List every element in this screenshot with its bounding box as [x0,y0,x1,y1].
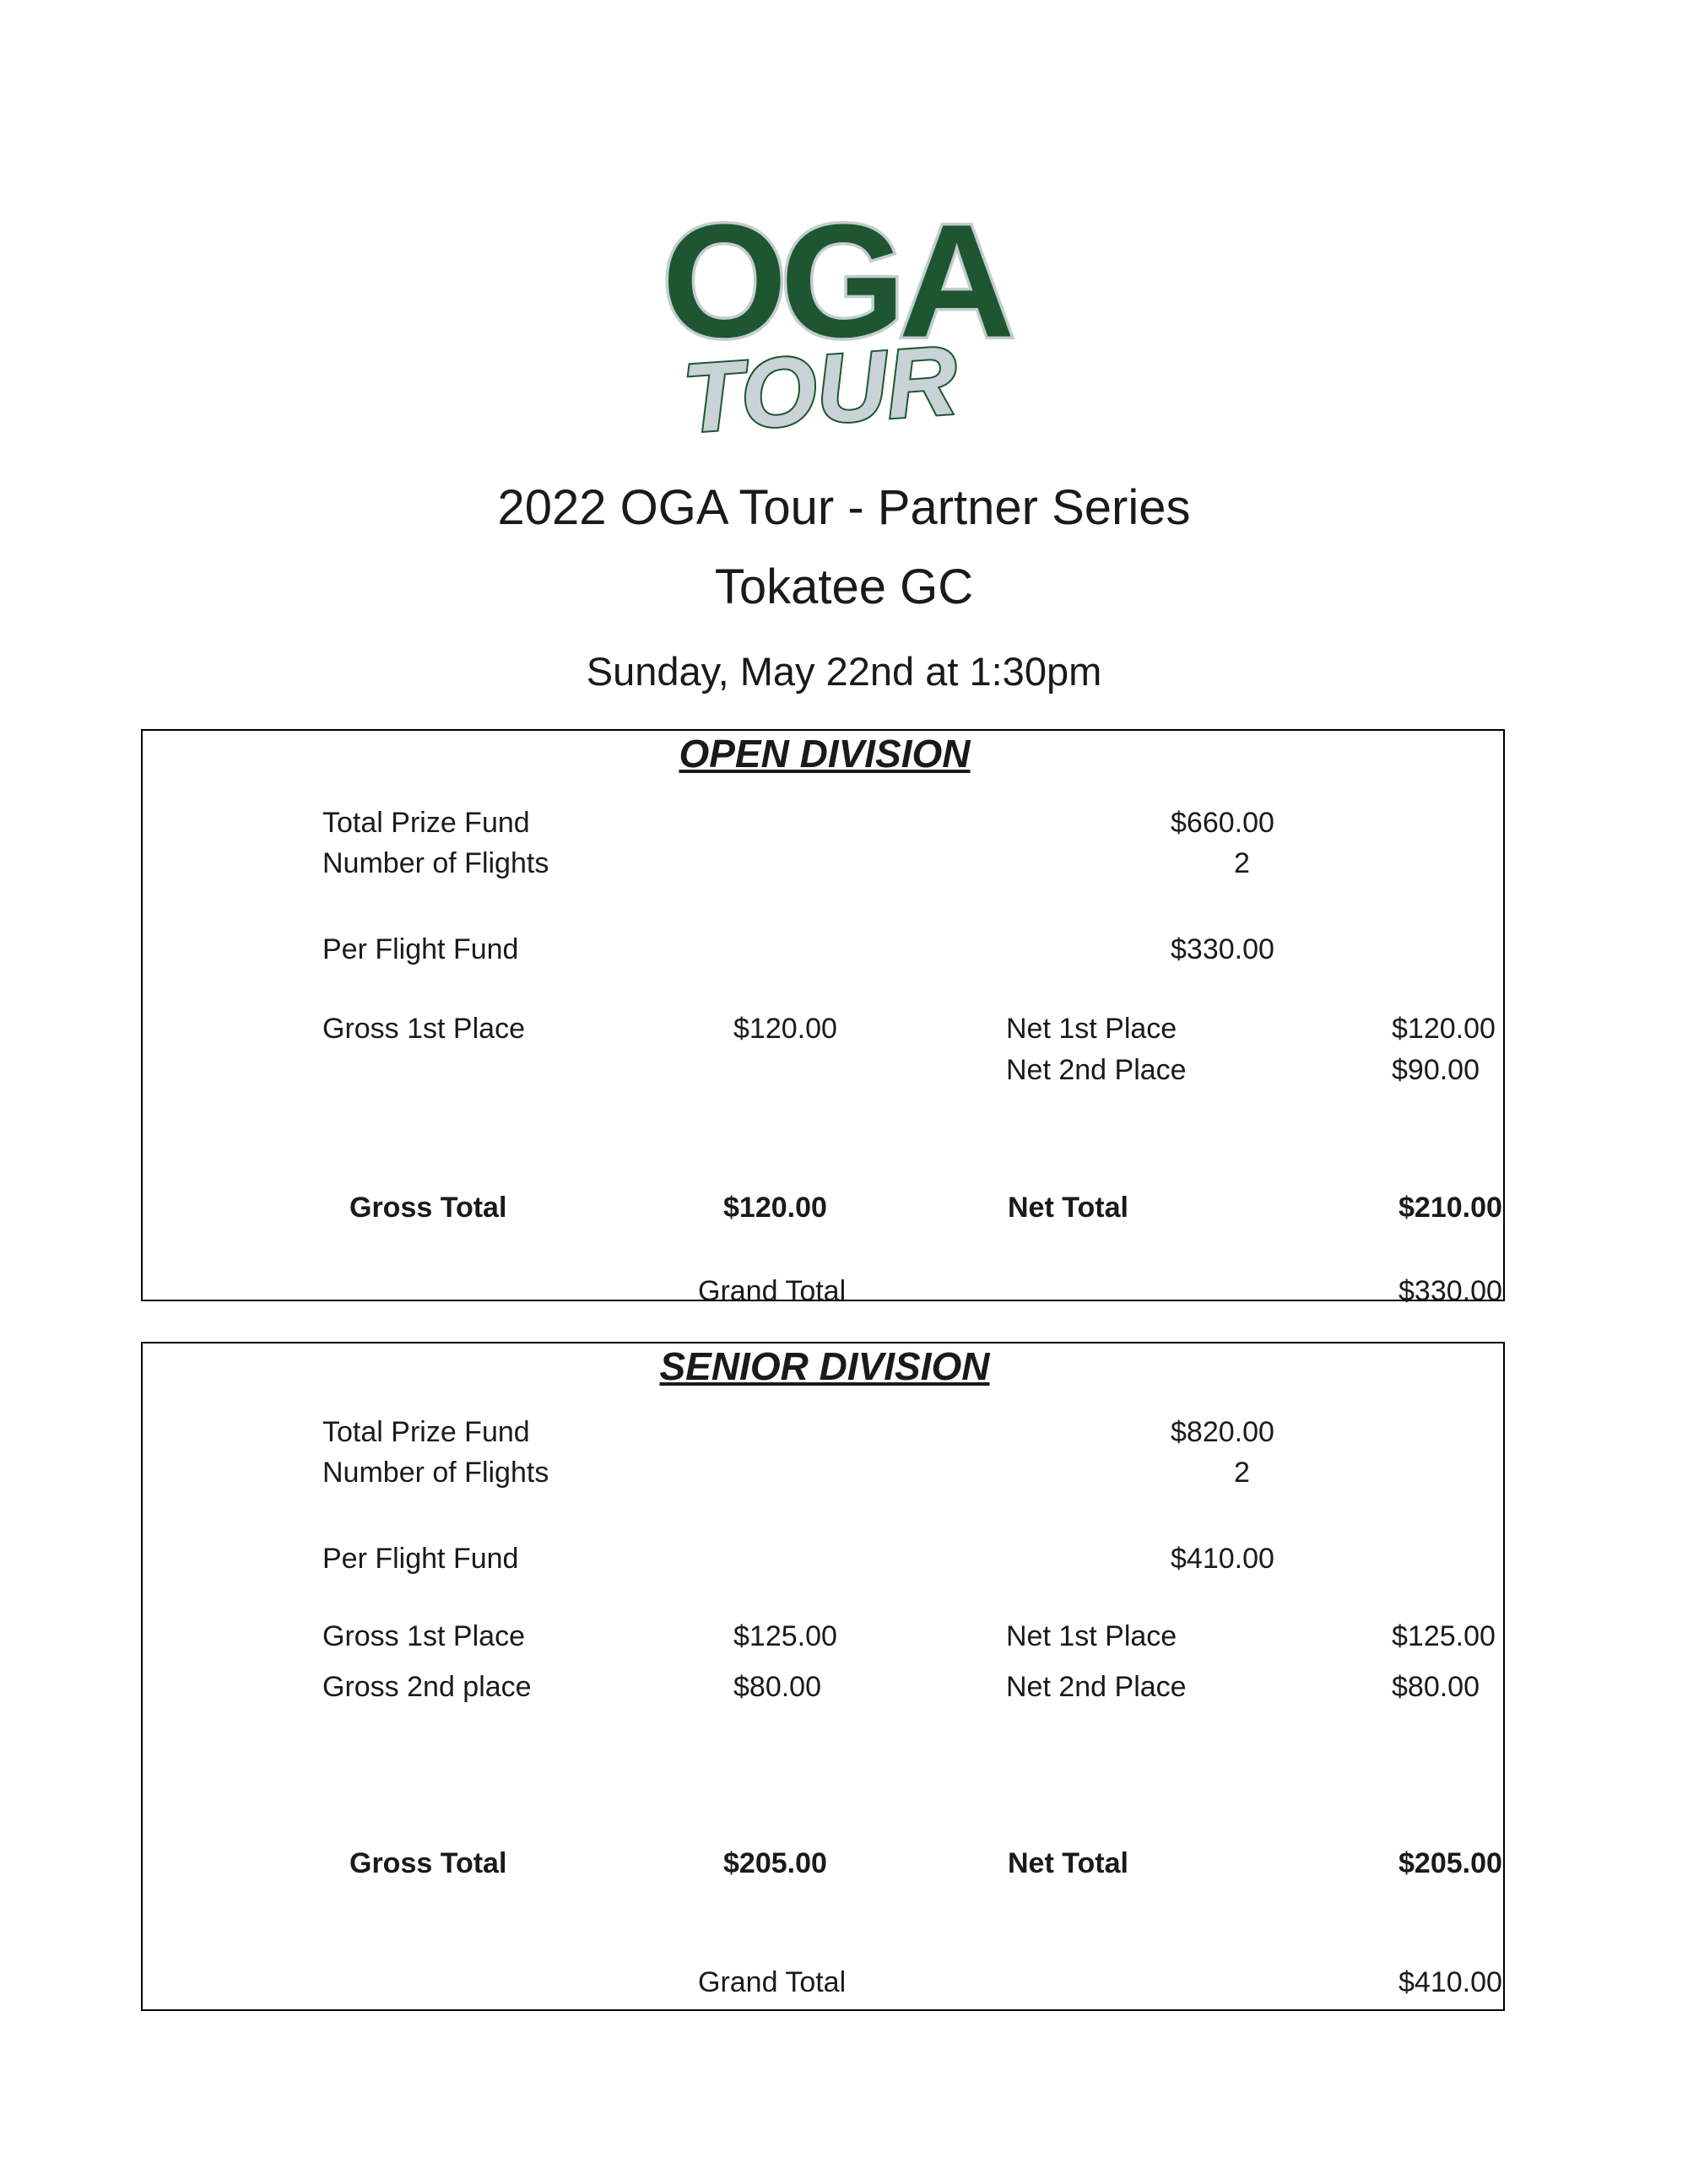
svg-text:TOUR: TOUR [679,327,960,437]
